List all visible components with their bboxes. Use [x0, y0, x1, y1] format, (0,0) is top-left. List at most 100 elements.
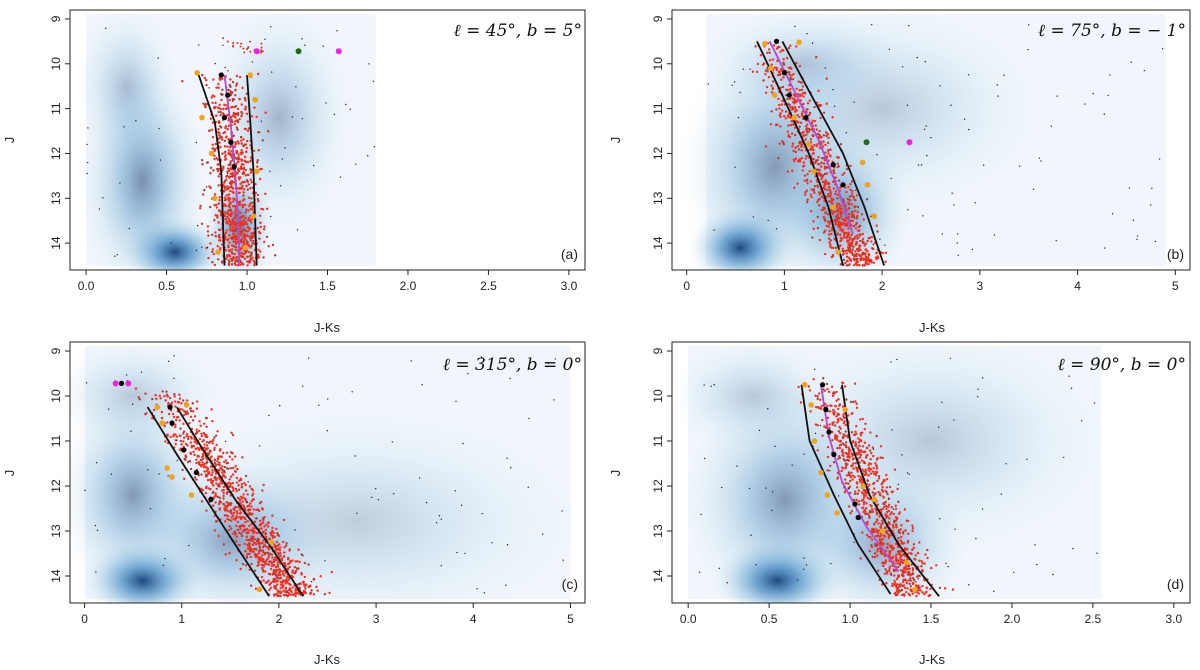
red-star	[911, 526, 915, 530]
red-star	[180, 443, 183, 446]
red-star	[256, 72, 260, 76]
red-star	[885, 473, 888, 477]
red-star	[242, 138, 245, 141]
field-star	[251, 61, 254, 63]
red-star	[248, 524, 251, 528]
red-star	[800, 149, 803, 152]
red-star	[845, 249, 849, 252]
red-star	[258, 237, 261, 240]
red-star	[217, 110, 220, 114]
red-star	[215, 477, 219, 480]
red-star	[277, 573, 280, 577]
red-star	[282, 589, 285, 592]
red-star	[796, 93, 800, 96]
scattered-stars	[86, 25, 376, 257]
red-star	[810, 148, 813, 151]
red-star	[247, 244, 251, 247]
red-star	[825, 195, 828, 198]
red-star	[316, 589, 319, 592]
field-star	[562, 559, 564, 561]
red-star	[283, 545, 286, 549]
red-star	[238, 508, 242, 511]
red-star	[851, 239, 855, 242]
red-star	[809, 410, 812, 413]
field-star	[270, 25, 272, 28]
field-star	[1084, 103, 1086, 105]
red-star	[268, 573, 272, 576]
y-tick-label: 11	[651, 434, 665, 447]
x-tick-label: 0	[81, 612, 88, 626]
red-star	[779, 50, 782, 53]
red-star	[849, 164, 852, 168]
red-star	[231, 481, 234, 485]
red-star	[853, 253, 857, 256]
red-star	[244, 489, 248, 492]
red-star	[197, 455, 200, 458]
red-star	[850, 215, 854, 219]
field-star	[130, 430, 132, 432]
red-star	[798, 160, 802, 163]
red-star	[825, 134, 828, 138]
red-star	[868, 549, 872, 553]
field-star	[1026, 458, 1028, 460]
field-star	[901, 66, 904, 68]
y-tick-label: 9	[49, 347, 63, 354]
red-star	[163, 395, 166, 398]
red-star	[289, 589, 293, 592]
red-star	[258, 214, 262, 217]
red-star	[189, 409, 193, 413]
red-star	[829, 155, 832, 158]
red-star	[843, 234, 846, 237]
red-star	[893, 579, 896, 582]
panel-a-ylabel: J	[2, 137, 17, 144]
red-star	[238, 75, 242, 79]
red-star	[832, 461, 836, 464]
red-star	[277, 571, 281, 575]
field-star	[906, 104, 909, 106]
red-star	[841, 217, 845, 221]
red-star	[829, 464, 832, 468]
x-tick-label: 3	[977, 279, 984, 293]
red-star	[859, 234, 862, 237]
field-star	[897, 483, 900, 486]
red-star	[756, 62, 760, 66]
red-star	[223, 196, 227, 199]
red-star	[235, 256, 239, 259]
red-star	[315, 585, 318, 589]
red-star	[768, 59, 772, 62]
red-star	[874, 461, 877, 465]
red-star	[216, 106, 220, 109]
red-star	[862, 503, 866, 506]
red-star	[229, 509, 233, 512]
red-star	[911, 577, 915, 580]
red-star	[273, 572, 277, 576]
red-star	[778, 107, 781, 110]
red-star	[281, 572, 285, 576]
red-star	[186, 399, 189, 402]
red-star	[818, 238, 822, 242]
red-star	[900, 588, 904, 592]
red-star	[870, 508, 874, 511]
red-star	[849, 250, 852, 254]
red-star	[873, 493, 876, 496]
field-star	[1130, 61, 1132, 63]
red-star	[806, 182, 809, 185]
field-star	[105, 27, 107, 30]
field-star	[855, 189, 857, 191]
red-star	[259, 225, 263, 229]
red-star	[223, 507, 226, 510]
red-star	[254, 182, 257, 186]
red-star	[276, 583, 279, 586]
red-star	[821, 418, 824, 422]
red-star	[238, 97, 241, 101]
red-star	[778, 142, 781, 145]
red-star	[897, 591, 900, 595]
red-star	[762, 79, 765, 82]
field-star	[301, 117, 303, 120]
field-star	[218, 485, 220, 487]
red-star	[822, 215, 826, 219]
red-star	[243, 257, 247, 260]
red-star	[233, 212, 237, 215]
red-star	[834, 221, 838, 225]
